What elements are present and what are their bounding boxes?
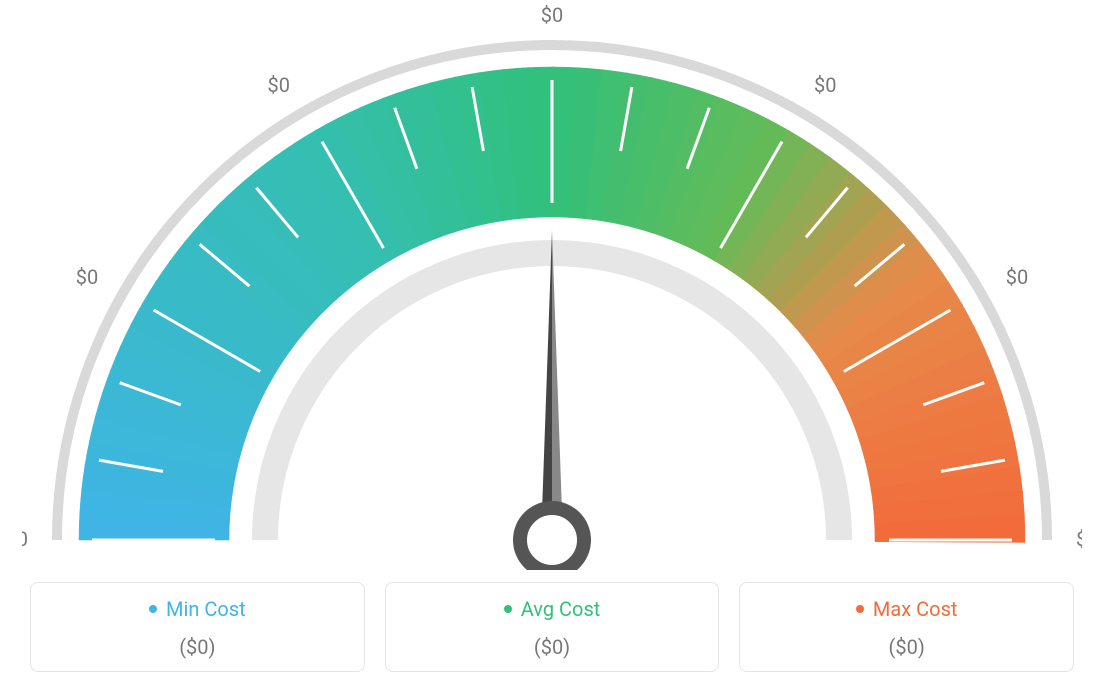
gauge-tick-label: $0 — [1006, 265, 1028, 289]
gauge-hub — [520, 508, 584, 570]
dot-icon — [149, 605, 157, 613]
gauge-chart: $0 $0 $0 $0 $0 $0 $0 — [22, 0, 1082, 570]
legend-value-min: ($0) — [31, 635, 364, 659]
dot-icon — [856, 605, 864, 613]
legend-title-min: Min Cost — [149, 597, 246, 621]
gauge-container: $0 $0 $0 $0 $0 $0 $0 — [22, 0, 1082, 570]
legend-label: Max Cost — [873, 597, 958, 621]
gauge-tick-label: $0 — [541, 3, 563, 27]
legend-label: Avg Cost — [521, 597, 601, 621]
legend-label: Min Cost — [166, 597, 246, 621]
gauge-tick-label: $0 — [76, 265, 98, 289]
legend-row: Min Cost ($0) Avg Cost ($0) Max Cost ($0… — [30, 582, 1074, 672]
legend-value-avg: ($0) — [386, 635, 719, 659]
dot-icon — [504, 605, 512, 613]
legend-card-max: Max Cost ($0) — [739, 582, 1074, 672]
legend-value-max: ($0) — [740, 635, 1073, 659]
legend-card-avg: Avg Cost ($0) — [385, 582, 720, 672]
gauge-tick-label: $0 — [22, 527, 28, 551]
legend-title-avg: Avg Cost — [504, 597, 601, 621]
legend-title-max: Max Cost — [856, 597, 958, 621]
gauge-tick-label: $0 — [268, 73, 290, 97]
gauge-tick-label: $0 — [1076, 527, 1082, 551]
gauge-needle — [541, 230, 552, 540]
legend-card-min: Min Cost ($0) — [30, 582, 365, 672]
gauge-tick-label: $0 — [814, 73, 836, 97]
